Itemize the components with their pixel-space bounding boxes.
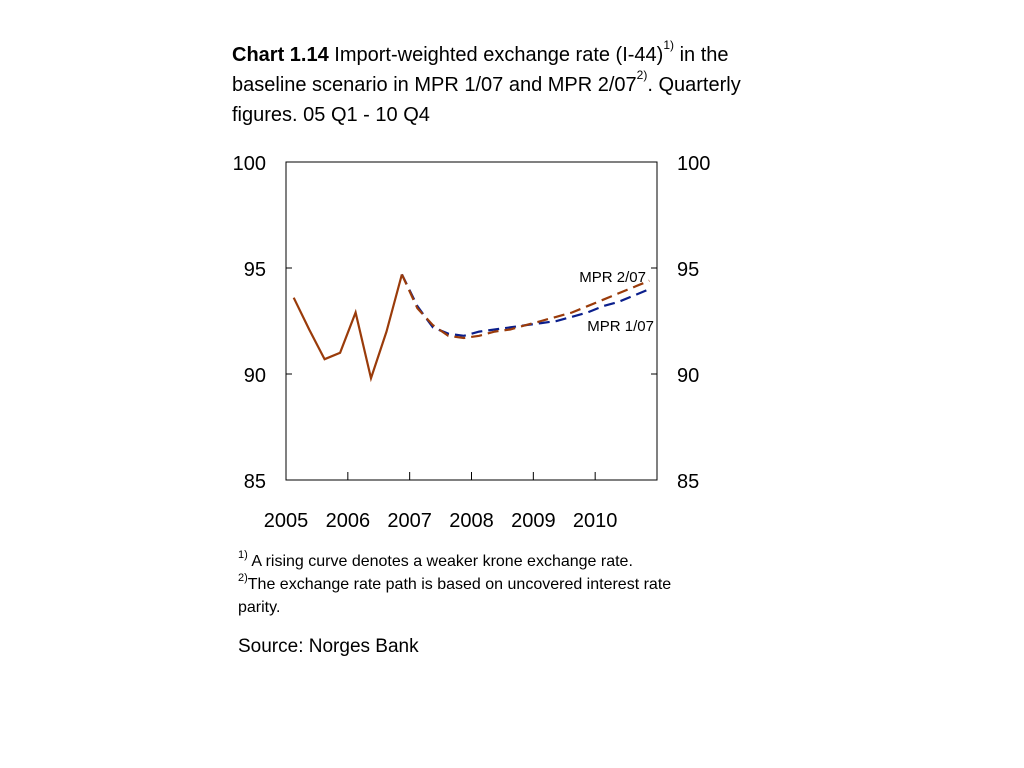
title-text-3: . Quarterly figures. 05 Q1 - 10 Q4 [232, 74, 741, 126]
footnote-2: 2)The exchange rate path is based on unc… [238, 572, 708, 619]
y-tick-label-right-85: 85 [677, 471, 699, 493]
x-tick-label-2006: 2006 [326, 510, 371, 532]
x-tick-label-2008: 2008 [449, 510, 494, 532]
series-mpr-2-07-line [400, 273, 650, 340]
x-tick-label-2007: 2007 [387, 510, 432, 532]
y-tick-label-left-95: 95 [244, 259, 266, 281]
series-label-mpr-1-07: MPR 1/07 [587, 318, 654, 335]
footnote-1-text: A rising curve denotes a weaker krone ex… [247, 553, 633, 570]
footnote-1: 1) A rising curve denotes a weaker krone… [238, 549, 708, 573]
footnote-1-marker: 1) [238, 549, 248, 561]
y-tick-label-right-100: 100 [677, 153, 710, 175]
footnote-2-marker: 2) [238, 572, 248, 584]
y-tick-label-left-85: 85 [244, 471, 266, 493]
title-footnote-1: 1) [663, 38, 675, 52]
x-tick-label-2009: 2009 [511, 510, 556, 532]
y-tick-label-right-95: 95 [677, 259, 699, 281]
series-label-mpr-2-07: MPR 2/07 [579, 269, 646, 286]
title-text-2: in the baseline scenario in MPR 1/07 and… [232, 44, 729, 96]
y-tick-label-right-90: 90 [677, 365, 699, 387]
chart-number: Chart 1.14 [232, 44, 329, 66]
title-footnote-2: 2) [636, 68, 648, 82]
source-note: Source: Norges Bank [238, 636, 419, 657]
footnote-2-text: The exchange rate path is based on uncov… [238, 576, 672, 616]
series-historical-line [292, 274, 403, 383]
y-tick-label-left-90: 90 [244, 365, 266, 387]
title-text-1: Import-weighted exchange rate (I-44) [334, 44, 664, 66]
footnotes: 1) A rising curve denotes a weaker krone… [238, 549, 708, 619]
chart-title: Chart 1.14 Import-weighted exchange rate… [232, 38, 772, 130]
x-tick-label-2005: 2005 [264, 510, 309, 532]
x-tick-label-2010: 2010 [573, 510, 618, 532]
y-tick-label-left-100: 100 [233, 153, 266, 175]
